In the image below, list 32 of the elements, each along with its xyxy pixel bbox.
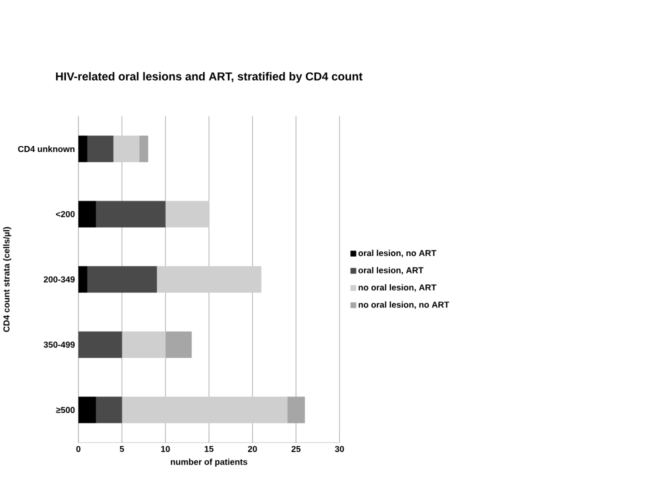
y-tick-label: <200 — [56, 211, 75, 218]
x-tick-label: 30 — [334, 446, 344, 452]
chart-title: HIV-related oral lesions and ART, stratified by CD4 count — [56, 72, 362, 83]
bar — [86, 266, 157, 293]
x-tick-label: 15 — [204, 446, 214, 452]
x-tick-label: 25 — [292, 446, 301, 452]
bar — [139, 136, 148, 162]
y-axis-title: CD4 count strata (cells/µl) — [3, 227, 12, 332]
x-tick-label: 20 — [248, 446, 257, 452]
legend-label: oral lesion, ART — [358, 267, 424, 275]
bar — [78, 332, 122, 358]
legend-label: no oral lesion, no ART — [358, 302, 450, 310]
legend-label: oral lesion, no ART — [358, 250, 436, 258]
x-tick-label: 0 — [76, 446, 80, 452]
bar — [122, 332, 166, 358]
bar — [165, 201, 210, 228]
y-tick-label: 350-499 — [44, 342, 75, 348]
x-tick-label: 10 — [161, 446, 170, 452]
x-axis-title: number of patients — [170, 458, 248, 467]
bar — [96, 396, 122, 424]
bar — [156, 266, 262, 293]
y-tick-label: CD4 unknown — [18, 146, 74, 152]
legend-label: no oral lesion, ART — [358, 284, 436, 292]
bar — [96, 201, 166, 228]
bar — [113, 136, 140, 162]
bar — [86, 136, 114, 162]
bar — [122, 396, 288, 424]
y-tick-label: 200-349 — [44, 276, 75, 283]
x-tick-label: 5 — [120, 446, 124, 452]
bar — [165, 332, 192, 358]
y-tick-label: ≥500 — [56, 407, 75, 414]
bar — [287, 396, 305, 424]
